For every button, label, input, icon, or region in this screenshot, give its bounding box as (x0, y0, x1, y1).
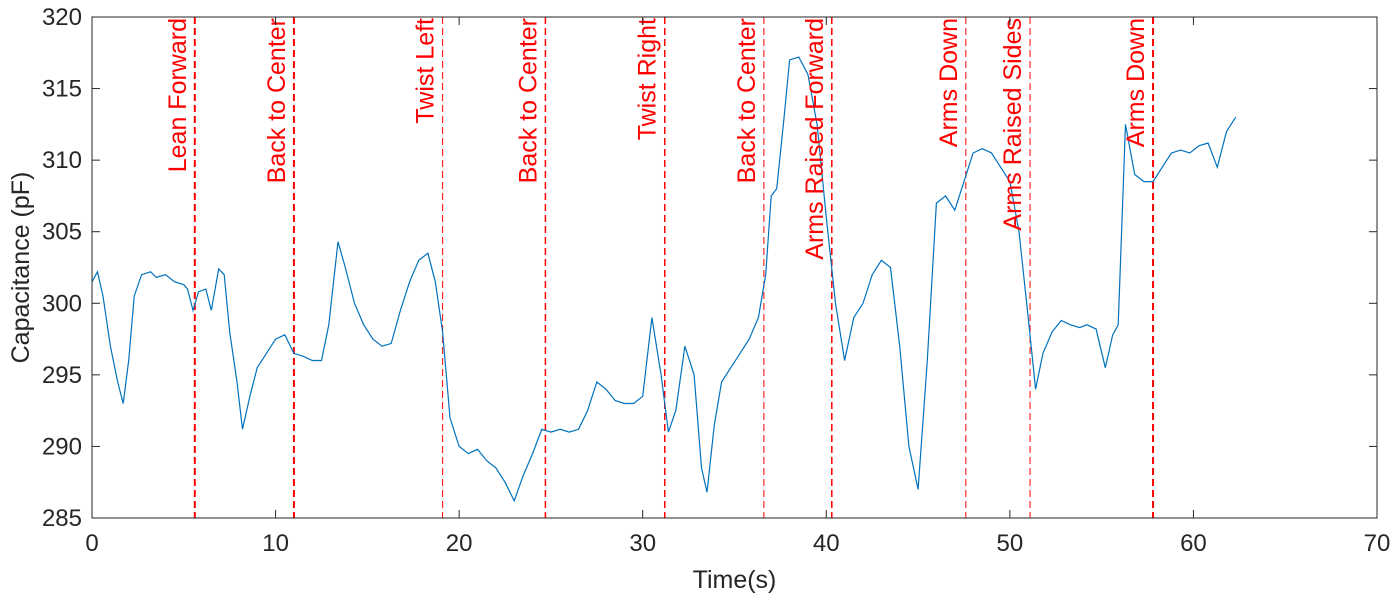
plot-frame (91, 16, 1378, 519)
event-markers (193, 17, 1155, 518)
y-axis-title: Capacitance (pF) (7, 172, 35, 364)
x-tick-label: 60 (1180, 530, 1207, 557)
y-tick-label: 320 (42, 4, 82, 31)
event-label: Back to Center (263, 18, 291, 183)
event-labels: Lean Forward Back to Center Twist Left Back… (164, 18, 1150, 260)
event-label: Back to Center (514, 18, 542, 183)
x-tick-label: 40 (813, 530, 840, 557)
x-axis-title: Time(s) (693, 566, 777, 594)
y-tick-label: 310 (42, 147, 82, 174)
event-label: Arms Raised Sides (999, 18, 1027, 231)
y-tick-label: 315 (42, 76, 82, 103)
y-tick-label: 305 (42, 219, 82, 246)
x-tick-label: 30 (629, 530, 656, 557)
event-label: Twist Left (412, 18, 440, 124)
event-label: Arms Down (1122, 18, 1150, 147)
capacitance-series-line (91, 56, 1237, 503)
y-axis-ticks: 285 290 295 300 305 310 315 320 (42, 4, 1377, 532)
event-label: Arms Down (935, 18, 963, 147)
event-label: Lean Forward (164, 18, 192, 172)
event-label: Twist Right (634, 18, 662, 140)
plot-background (92, 17, 1377, 518)
event-label: Back to Center (733, 18, 761, 183)
y-tick-label: 300 (42, 290, 82, 317)
x-tick-label: 70 (1364, 530, 1391, 557)
x-tick-label: 10 (262, 530, 289, 557)
x-tick-label: 20 (446, 530, 473, 557)
plot-area: Lean Forward Back to Center Twist Left Back… (91, 16, 1378, 519)
x-tick-label: 50 (997, 530, 1024, 557)
x-axis-ticks: 0 10 20 30 40 50 60 70 (85, 17, 1390, 557)
y-tick-label: 290 (42, 433, 82, 460)
x-tick-label: 0 (85, 530, 98, 557)
y-tick-label: 285 (42, 505, 82, 532)
y-tick-label: 295 (42, 362, 82, 389)
event-label: Arms Raised Forward (801, 18, 829, 260)
